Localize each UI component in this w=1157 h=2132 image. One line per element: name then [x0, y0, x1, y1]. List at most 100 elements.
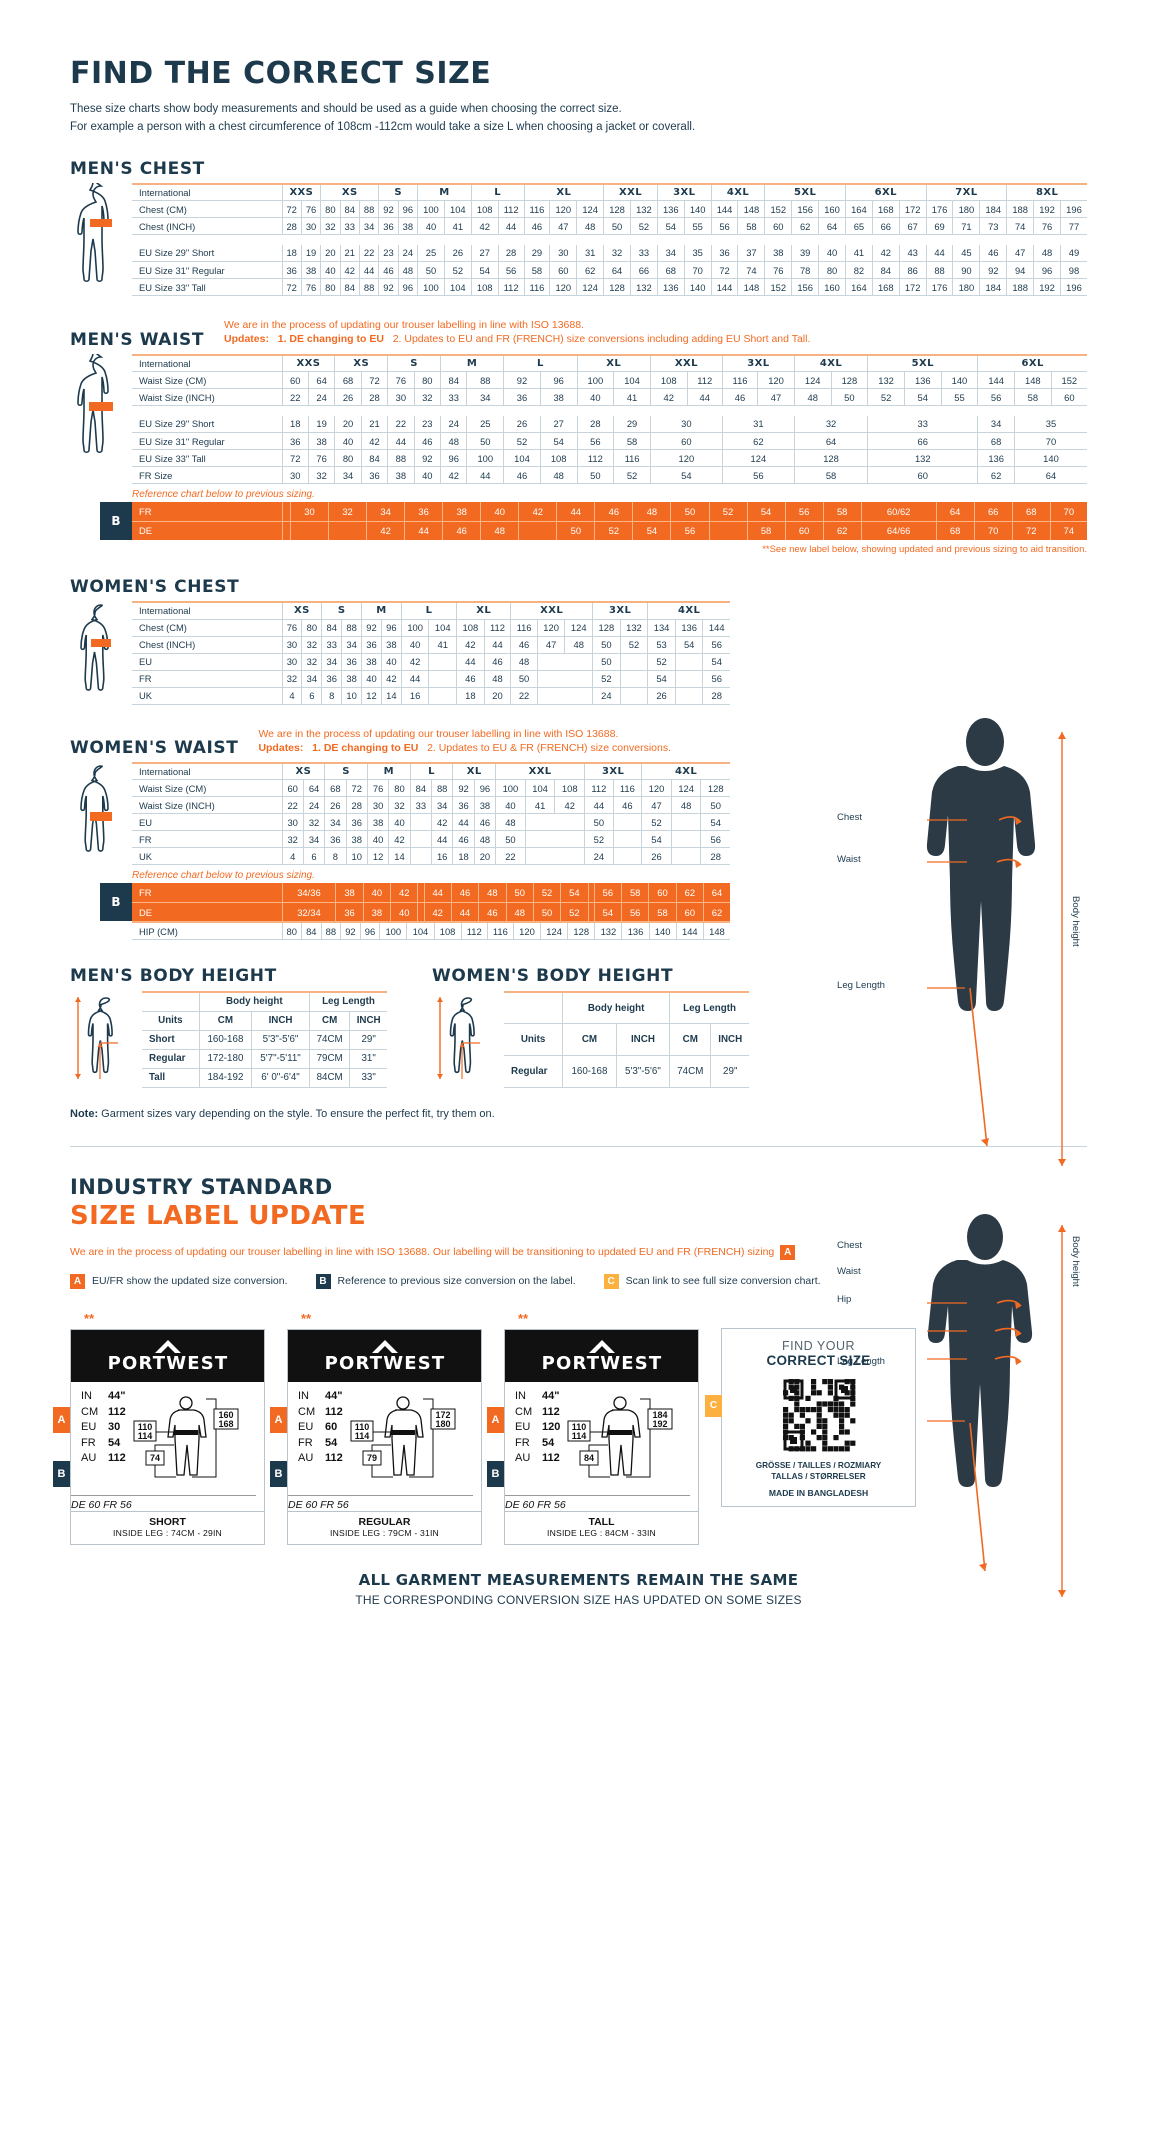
cell: 120	[650, 449, 723, 468]
size-label-update-section: INDUSTRY STANDARD SIZE LABEL UPDATE We a…	[53, 1175, 1087, 1607]
cell: 44	[456, 653, 485, 671]
cell: 192	[1033, 278, 1061, 297]
cell: 74CM	[309, 1030, 351, 1050]
cell: 62	[576, 261, 605, 280]
cell: 43	[899, 244, 927, 263]
womens-bh-header-1: CM	[562, 1023, 617, 1057]
cell: 120	[537, 619, 566, 637]
cell: 184	[979, 278, 1008, 297]
cell: 152	[1051, 371, 1087, 390]
label-update-paragraph: We are in the process of updating our tr…	[70, 1246, 775, 1259]
size-key: FR	[298, 1436, 313, 1449]
svg-text:114: 114	[354, 1431, 369, 1441]
womens-waist-b-badge: B	[100, 883, 132, 922]
male-body-height-label: Body height	[1070, 896, 1081, 947]
cell: 112	[577, 449, 615, 468]
cell: 48	[440, 432, 468, 451]
cell: 84	[872, 261, 900, 280]
cell: 38	[301, 261, 322, 280]
intro-line-2: For example a person with a chest circum…	[70, 120, 696, 133]
cell: 100	[401, 619, 430, 637]
cell: 74CM	[669, 1055, 712, 1088]
cell: 184-192	[199, 1068, 253, 1088]
section-mens-chest: MEN'S CHEST International XXS XS S M L XL XXL 3X…	[70, 159, 1087, 297]
svg-text:114: 114	[572, 1431, 587, 1441]
cell: 148	[737, 200, 766, 219]
cell: 50	[510, 670, 538, 688]
cell: 22	[387, 415, 415, 434]
male-waist-label: Waist	[837, 854, 861, 865]
qr-code-icon[interactable]	[781, 1377, 856, 1452]
cell: 46	[979, 244, 1008, 263]
cell: 104	[444, 200, 472, 219]
cell: 96	[540, 371, 578, 390]
cell: 50	[466, 432, 505, 451]
cell: 52	[503, 432, 541, 451]
qr-line-2: CORRECT SIZE	[766, 1352, 871, 1368]
cell: 34	[301, 670, 323, 688]
svg-text:110: 110	[354, 1422, 369, 1432]
cell: 36	[346, 813, 368, 832]
cell: 36	[452, 796, 475, 815]
cell: 160	[818, 200, 846, 219]
mens-chest-row-label-1: Chest (INCH)	[132, 217, 283, 236]
cell: 48	[495, 813, 526, 832]
cell: 188	[1006, 278, 1035, 297]
cell: 84	[440, 371, 468, 390]
cell: 176	[926, 278, 954, 297]
label-tag-a-0: A	[53, 1406, 70, 1433]
previous-size-line-1: DE 60 FR 56	[288, 1494, 473, 1511]
cell: 6	[303, 847, 326, 866]
cell: 156	[791, 278, 820, 297]
womens-waist-group-4xl: 4XL	[641, 761, 730, 781]
cell: 46	[524, 217, 551, 236]
cell: 136	[904, 371, 942, 390]
cell: 72	[282, 200, 302, 219]
cell: 32	[303, 813, 326, 832]
size-row-au: AU 112	[81, 1451, 126, 1467]
mens-chest-group-m: M	[417, 182, 472, 202]
cell: 108	[471, 200, 499, 219]
updates-item-1: 1. DE changing to EU	[277, 333, 384, 346]
cell: 100	[379, 921, 408, 940]
mens-chest-group-4xl: 4XL	[711, 182, 766, 202]
model-illustrations: Chest Waist Leg Length Body height C	[837, 716, 1097, 1646]
cell: 6' 0"-6'4"	[251, 1068, 310, 1088]
size-row-au: AU 112	[515, 1451, 560, 1467]
qr-line-5: MADE IN BANGLADESH	[768, 1488, 869, 1499]
cell: 32	[282, 670, 303, 688]
cell	[675, 670, 704, 688]
reference-cell: 56	[621, 902, 650, 922]
cell: 68	[324, 779, 347, 798]
mens-waist-group-3xl: 3XL	[722, 353, 795, 373]
cell: 28	[346, 796, 368, 815]
portwest-logo-1: PORTWEST	[288, 1329, 481, 1382]
womens-waist-reference-table: FR 34/36 38 40 42 44 46 48 50 52 54 56 58 60 62 64 DE 32/…	[132, 883, 730, 922]
reference-cell: 58	[621, 883, 650, 903]
cell: 34	[303, 830, 326, 849]
qr-line-1: FIND YOUR	[781, 1338, 856, 1353]
table-row: Regular 160-168 5'3"-5'6" 74CM 29"	[504, 1055, 749, 1088]
cell: 28	[282, 217, 302, 236]
cell: 10	[341, 687, 363, 705]
womens-bh-tbody: Body height Leg Length Units CM INCH CM INCH Re…	[504, 990, 749, 1088]
label-card-stars-2: **	[518, 1310, 529, 1326]
cell: 44	[401, 670, 430, 688]
cell: 76	[308, 449, 336, 468]
cell: 28	[700, 847, 730, 866]
cell: 76	[764, 261, 793, 280]
male-model-illustration	[926, 718, 1036, 1011]
cell: 6	[301, 687, 323, 705]
cell: 32	[301, 653, 323, 671]
cell: 148	[737, 278, 766, 297]
cell: 66	[872, 217, 900, 236]
cell: 47	[641, 796, 672, 815]
size-row-eu: EU 60	[298, 1420, 343, 1436]
womens-body-height-table: Body height Leg Length Units CM INCH CM INCH Re…	[504, 990, 749, 1088]
cell: 48	[398, 261, 419, 280]
label-card-sizes-0: IN 44" CM 112 EU 30 FR 54 AU 112 110 114 160 168 74	[71, 1382, 264, 1491]
table-row: Waist Size (CM) 60 64 68 72 76 80 84 88 92 96 100 10…	[132, 779, 730, 798]
cell: 73	[979, 217, 1008, 236]
reference-row: DE 32/34 36 38 40 42 44 46 48 50 52 54 56 58 60 62	[132, 902, 730, 922]
mens-chest-group-3xl: 3XL	[657, 182, 712, 202]
